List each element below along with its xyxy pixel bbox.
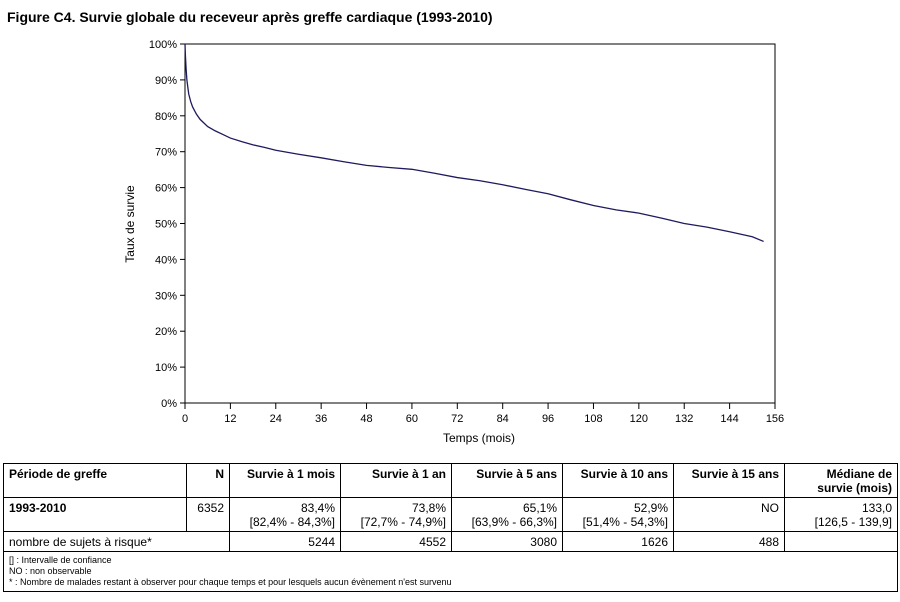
risk-value: 1626 [562, 531, 674, 552]
y-tick-label: 50% [155, 219, 177, 231]
x-tick-label: 132 [675, 413, 693, 425]
x-tick-label: 144 [720, 413, 738, 425]
header-survie-1-mois: Survie à 1 mois [229, 463, 341, 498]
risk-row: nombre de sujets à risque* 5244 4552 308… [3, 531, 898, 552]
y-tick-label: 70% [155, 147, 177, 159]
footnote: * : Nombre de malades restant à observer… [9, 577, 452, 587]
risk-value: 4552 [340, 531, 452, 552]
header-survie-10-ans: Survie à 10 ans [562, 463, 674, 498]
value: 65,1% [522, 501, 557, 515]
cell-periode: 1993-2010 [3, 497, 187, 532]
value: 73,8% [411, 501, 446, 515]
y-tick-label: 10% [155, 362, 177, 374]
cell-survie-1-an: 73,8% [72,7% - 74,9%] [340, 497, 452, 532]
confidence-interval: [51,4% - 54,3%] [582, 515, 668, 529]
x-tick-label: 36 [315, 413, 327, 425]
y-tick-label: 30% [155, 290, 177, 302]
header-n: N [186, 463, 230, 498]
cell-mediane: 133,0 [126,5 - 139,9] [784, 497, 898, 532]
notes-row: [] : Intervalle de confiance NO : non ob… [3, 551, 898, 592]
survival-table: Période de greffe N Survie à 1 mois Surv… [3, 463, 898, 592]
x-tick-label: 72 [451, 413, 463, 425]
value: 133,0 [861, 501, 892, 515]
cell-survie-1-mois: 83,4% [82,4% - 84,3%] [229, 497, 341, 532]
y-tick-label: 100% [149, 39, 177, 51]
footnotes: [] : Intervalle de confiance NO : non ob… [3, 551, 898, 592]
cell-survie-5-ans: 65,1% [63,9% - 66,3%] [451, 497, 563, 532]
confidence-interval: [72,7% - 74,9%] [360, 515, 446, 529]
value: 52,9% [633, 501, 668, 515]
x-tick-label: 48 [360, 413, 372, 425]
x-tick-label: 108 [584, 413, 602, 425]
confidence-interval: [63,9% - 66,3%] [471, 515, 557, 529]
y-tick-label: 40% [155, 254, 177, 266]
y-tick-label: 60% [155, 183, 177, 195]
y-tick-label: 20% [155, 326, 177, 338]
x-tick-label: 12 [224, 413, 236, 425]
x-tick-label: 120 [630, 413, 648, 425]
survival-chart: 0% 10% 20% 30% 40% 50% 60% 70% 80% 90% 100% 0 12 24 3… [123, 39, 784, 445]
figure-title: Figure C4. Survie globale du receveur ap… [7, 9, 493, 25]
risk-label: nombre de sujets à risque* [3, 531, 230, 552]
cell-n: 6352 [186, 497, 230, 532]
survival-curve [184, 43, 764, 243]
y-tick-label: 90% [155, 75, 177, 87]
risk-value: 3080 [451, 531, 563, 552]
x-axis-title: Temps (mois) [443, 431, 515, 445]
x-tick-label: 84 [497, 413, 509, 425]
x-tick-label: 156 [766, 413, 784, 425]
table-row: 1993-2010 6352 83,4% [82,4% - 84,3%] 73,8… [3, 497, 898, 532]
y-tick-label: 80% [155, 111, 177, 123]
header-mediane: Médiane de survie (mois) [784, 463, 898, 498]
confidence-interval: [126,5 - 139,9] [814, 515, 892, 529]
confidence-interval: [82,4% - 84,3%] [249, 515, 335, 529]
y-axis: 0% 10% 20% 30% 40% 50% 60% 70% 80% 90% 100% [149, 39, 185, 410]
risk-value [784, 531, 898, 552]
risk-value: 488 [673, 531, 785, 552]
footnote: NO : non observable [9, 566, 92, 576]
x-tick-label: 96 [542, 413, 554, 425]
header-periode: Période de greffe [3, 463, 187, 498]
y-axis-title: Taux de survie [123, 185, 137, 263]
header-survie-5-ans: Survie à 5 ans [451, 463, 563, 498]
value: 83,4% [300, 501, 335, 515]
risk-value: 5244 [229, 531, 341, 552]
cell-survie-10-ans: 52,9% [51,4% - 54,3%] [562, 497, 674, 532]
header-survie-15-ans: Survie à 15 ans [673, 463, 785, 498]
table-header-row: Période de greffe N Survie à 1 mois Surv… [3, 463, 898, 498]
y-tick-label: 0% [161, 398, 177, 410]
footnote: [] : Intervalle de confiance [9, 555, 112, 565]
header-survie-1-an: Survie à 1 an [340, 463, 452, 498]
x-tick-label: 24 [270, 413, 282, 425]
x-tick-label: 0 [182, 413, 188, 425]
x-tick-label: 60 [406, 413, 418, 425]
cell-survie-15-ans: NO [673, 497, 785, 532]
x-axis: 0 12 24 36 48 60 72 84 96 108 120 132 144 156 [182, 403, 784, 425]
